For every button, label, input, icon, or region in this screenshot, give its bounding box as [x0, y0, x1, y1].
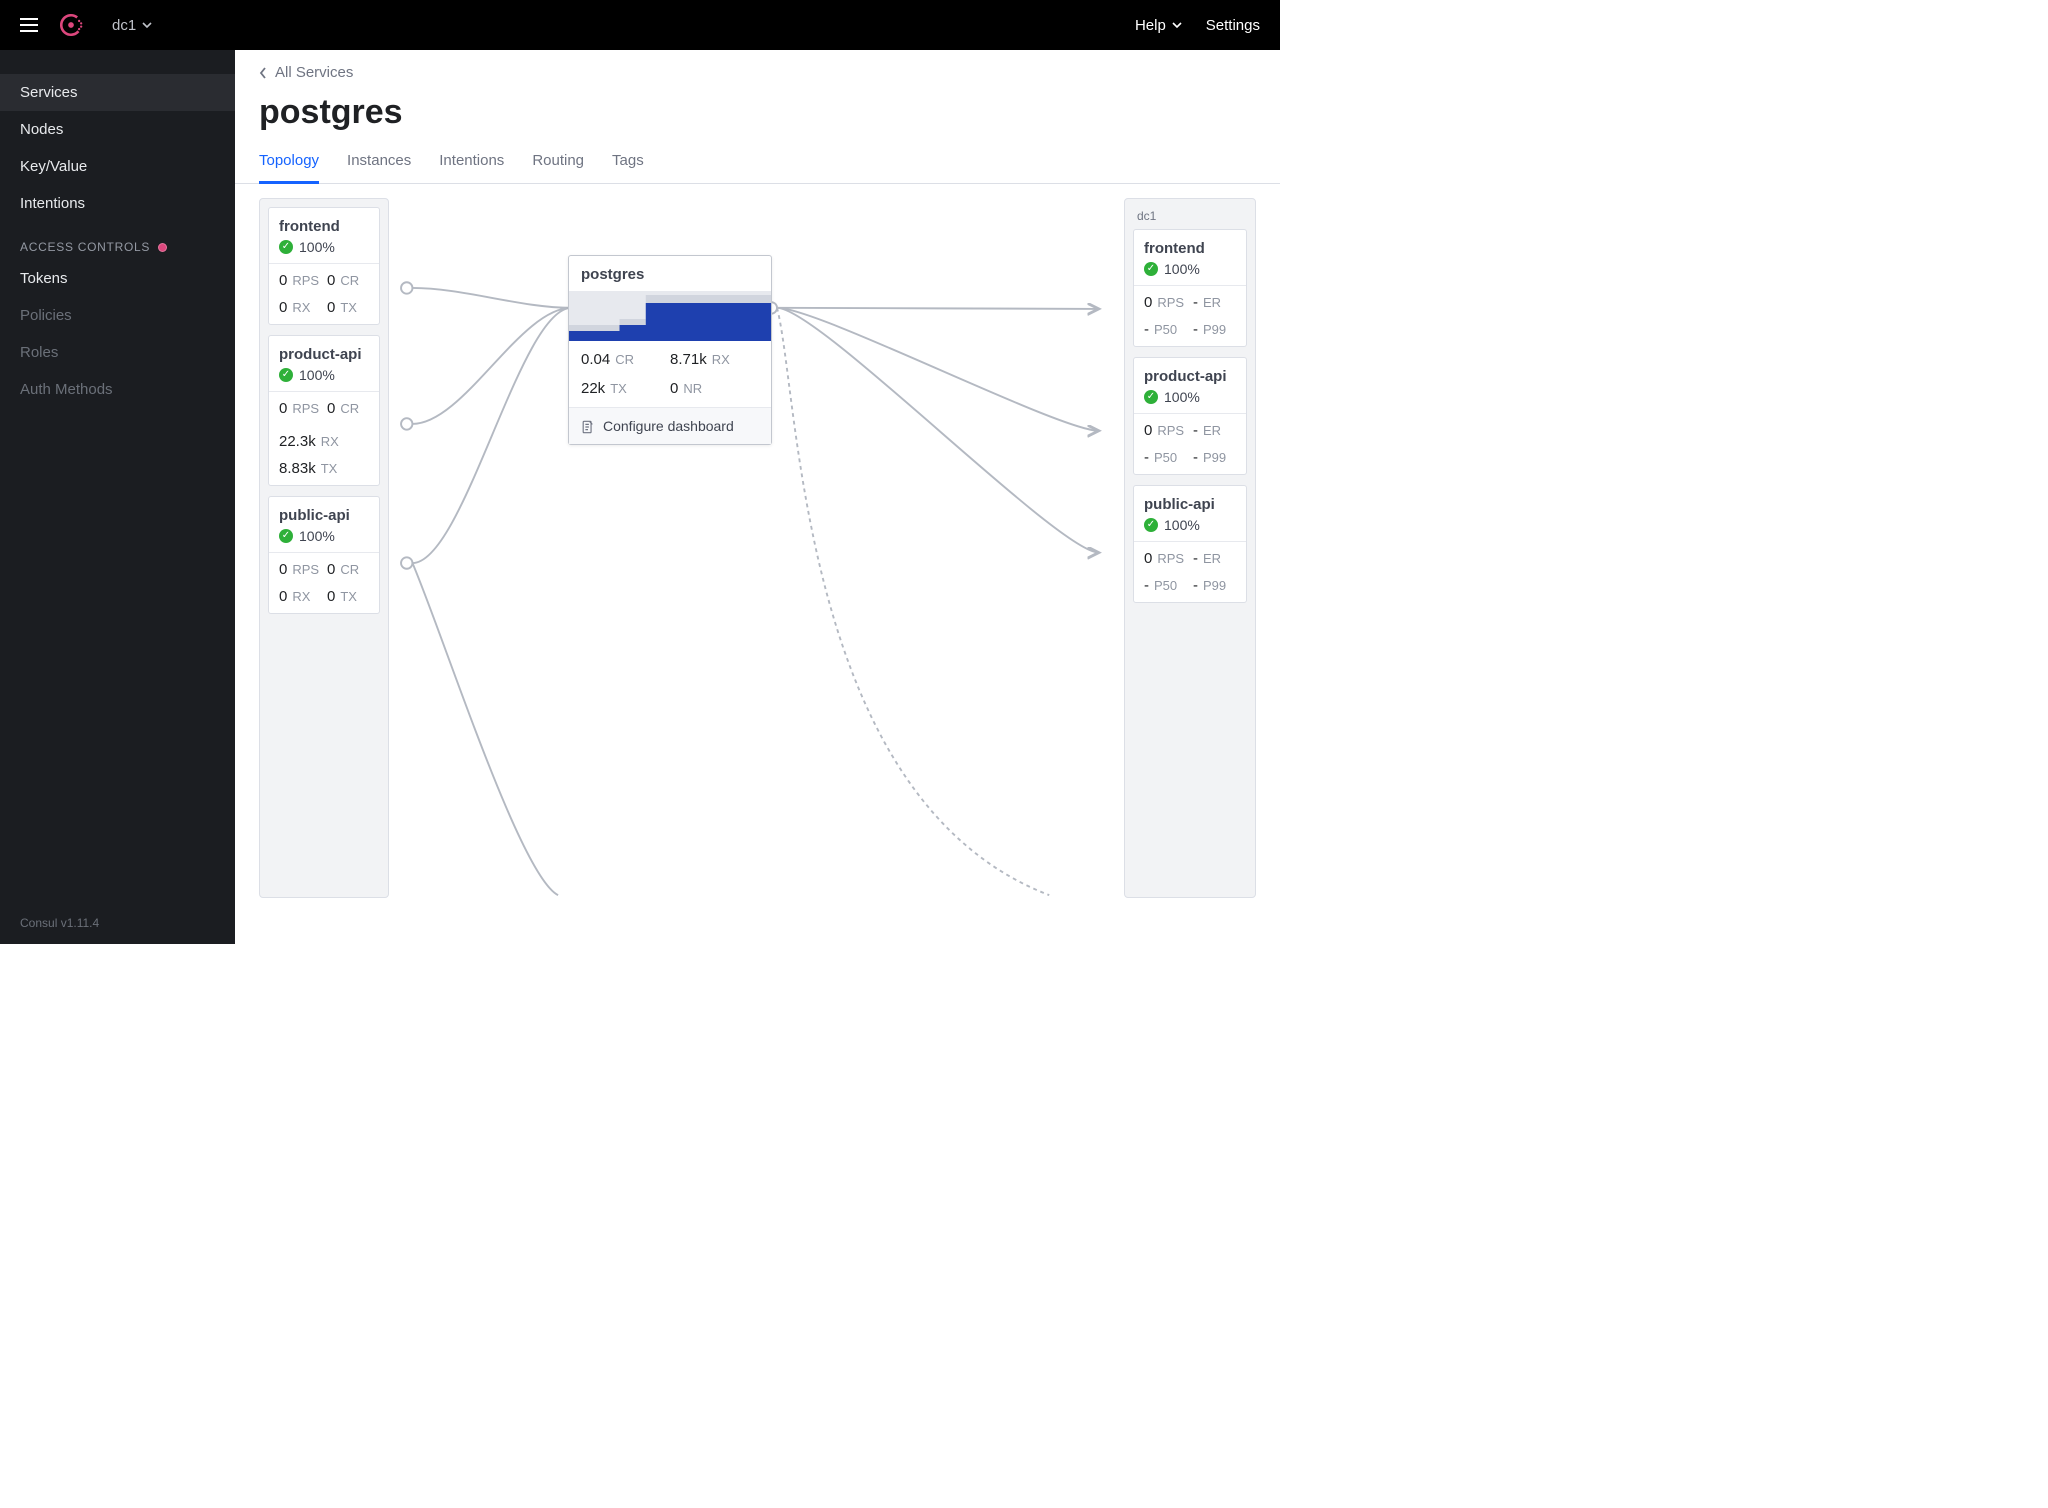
- sidebar-item-tokens[interactable]: Tokens: [0, 260, 235, 297]
- breadcrumb-back[interactable]: All Services: [235, 50, 1280, 87]
- sidebar-version: Consul v1.11.4: [0, 902, 235, 944]
- dot-icon: [158, 243, 167, 252]
- stat: 0CR: [327, 400, 369, 417]
- stat: 0RPS: [279, 400, 321, 417]
- stat: 0RX: [279, 299, 321, 316]
- sidebar-item-services[interactable]: Services: [0, 74, 235, 111]
- service-card-title: frontend: [279, 218, 369, 235]
- center-card-title: postgres: [569, 256, 771, 291]
- service-center-card: postgres 0.04CR8.71kRX22kTX0NR Configure…: [568, 255, 772, 445]
- stat: -P50: [1144, 449, 1187, 466]
- health-status: ✓100%: [1144, 261, 1236, 277]
- tab-topology[interactable]: Topology: [259, 144, 319, 184]
- topbar: dc1 Help Settings: [0, 0, 1280, 50]
- service-card-title: public-api: [279, 507, 369, 524]
- tab-routing[interactable]: Routing: [532, 144, 584, 183]
- service-card-title: product-api: [279, 346, 369, 363]
- tabs: Topology Instances Intentions Routing Tags: [235, 144, 1280, 184]
- stat: 0RPS: [1144, 550, 1187, 567]
- settings-link[interactable]: Settings: [1206, 17, 1260, 34]
- check-icon: ✓: [279, 368, 293, 382]
- health-status: ✓100%: [279, 528, 369, 544]
- health-status: ✓100%: [1144, 517, 1236, 533]
- sidebar-item-key-value[interactable]: Key/Value: [0, 148, 235, 185]
- downstream-column: dc1frontend✓100%0RPS-ER-P50-P99product-a…: [1124, 198, 1256, 898]
- chevron-down-icon: [1172, 20, 1182, 30]
- stat: 8.83kTX: [279, 460, 369, 477]
- main: All Services postgres Topology Instances I…: [235, 50, 1280, 944]
- help-link[interactable]: Help: [1135, 17, 1182, 34]
- datacenter-select[interactable]: dc1: [112, 17, 152, 34]
- stat: -ER: [1193, 294, 1236, 311]
- stat: 0RPS: [1144, 422, 1187, 439]
- service-card-public-api[interactable]: public-api ✓100% 0RPS 0CR 0RX 0TX: [268, 496, 380, 614]
- stat: 0CR: [327, 272, 369, 289]
- tab-instances[interactable]: Instances: [347, 144, 411, 183]
- stat: 0TX: [327, 588, 369, 605]
- chevron-down-icon: [142, 20, 152, 30]
- stat: -P50: [1144, 321, 1187, 338]
- service-card-frontend[interactable]: frontend ✓100% 0RPS 0CR 0RX 0TX: [268, 207, 380, 325]
- stat: 0RPS: [279, 561, 321, 578]
- datacenter-label: dc1: [112, 17, 136, 34]
- check-icon: ✓: [279, 529, 293, 543]
- stat: -ER: [1193, 550, 1236, 567]
- check-icon: ✓: [279, 240, 293, 254]
- stat: 0NR: [670, 380, 759, 397]
- check-icon: ✓: [1144, 390, 1158, 404]
- configure-dashboard-button[interactable]: Configure dashboard: [569, 407, 771, 444]
- stat: -P99: [1193, 449, 1236, 466]
- stat: 0RX: [279, 588, 321, 605]
- sidebar-section-access: ACCESS CONTROLS: [0, 222, 235, 260]
- chevron-left-icon: [259, 67, 267, 79]
- health-status: ✓100%: [279, 239, 369, 255]
- service-card-title: public-api: [1144, 496, 1236, 513]
- sidebar-item-policies[interactable]: Policies: [0, 297, 235, 334]
- service-card-title: product-api: [1144, 368, 1236, 385]
- consul-logo-icon: [58, 12, 84, 38]
- stat: -P99: [1193, 577, 1236, 594]
- stat: 22.3kRX: [279, 433, 369, 450]
- stat: 0RPS: [279, 272, 321, 289]
- tab-tags[interactable]: Tags: [612, 144, 644, 183]
- service-card-public-api[interactable]: public-api ✓100% 0RPS -ER -P50 -P99: [1133, 485, 1247, 603]
- health-status: ✓100%: [1144, 389, 1236, 405]
- stat: 22kTX: [581, 380, 670, 397]
- stat: -P99: [1193, 321, 1236, 338]
- topology-panel: frontend ✓100% 0RPS 0CR 0RX 0TX product-api ✓10…: [235, 184, 1280, 904]
- stat: 0RPS: [1144, 294, 1187, 311]
- service-card-title: frontend: [1144, 240, 1236, 257]
- tab-intentions[interactable]: Intentions: [439, 144, 504, 183]
- service-card-frontend[interactable]: frontend ✓100% 0RPS -ER -P50 -P99: [1133, 229, 1247, 347]
- stat: 8.71kRX: [670, 351, 759, 368]
- health-status: ✓100%: [279, 367, 369, 383]
- sidebar-item-auth-methods[interactable]: Auth Methods: [0, 371, 235, 408]
- traffic-sparkline: [569, 291, 771, 341]
- check-icon: ✓: [1144, 518, 1158, 532]
- stat: 0.04CR: [581, 351, 670, 368]
- stat: 0CR: [327, 561, 369, 578]
- service-card-product-api[interactable]: product-api ✓100% 0RPS 0CR 22.3kRX 8.83kTX: [268, 335, 380, 486]
- menu-toggle-icon[interactable]: [20, 18, 38, 32]
- sidebar-item-intentions[interactable]: Intentions: [0, 185, 235, 222]
- stat: -ER: [1193, 422, 1236, 439]
- stat: 0TX: [327, 299, 369, 316]
- document-icon: [581, 420, 595, 434]
- datacenter-label: dc1: [1133, 207, 1247, 229]
- sidebar-item-roles[interactable]: Roles: [0, 334, 235, 371]
- upstream-column: frontend ✓100% 0RPS 0CR 0RX 0TX product-api ✓10…: [259, 198, 389, 898]
- sidebar-item-nodes[interactable]: Nodes: [0, 111, 235, 148]
- stat: -P50: [1144, 577, 1187, 594]
- page-title: postgres: [235, 87, 1280, 144]
- check-icon: ✓: [1144, 262, 1158, 276]
- sidebar: ServicesNodesKey/ValueIntentions ACCESS …: [0, 50, 235, 944]
- service-card-product-api[interactable]: product-api ✓100% 0RPS -ER -P50 -P99: [1133, 357, 1247, 475]
